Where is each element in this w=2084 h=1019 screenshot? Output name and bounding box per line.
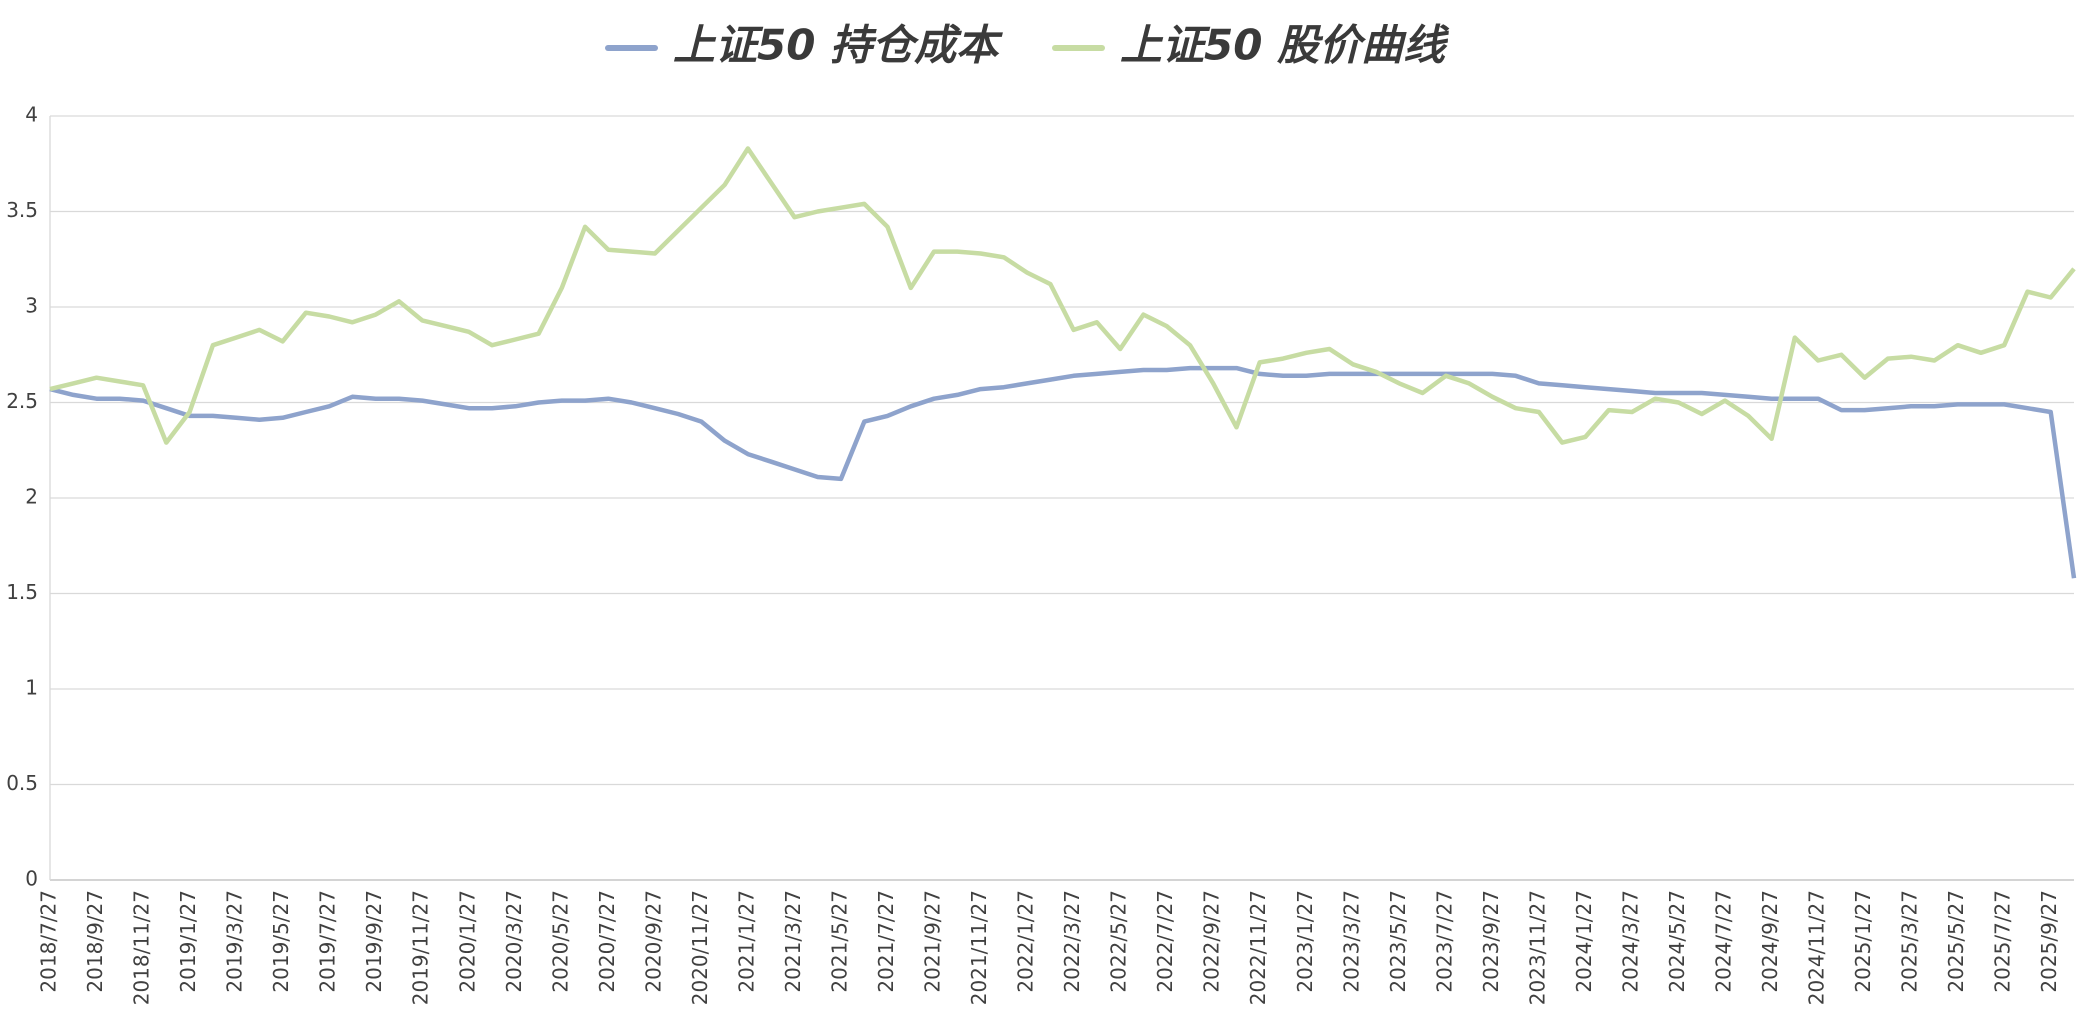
x-tick-label: 2018/11/27 (130, 890, 154, 1005)
x-tick-label: 2020/7/27 (595, 890, 619, 993)
x-tick-label: 2023/3/27 (1339, 890, 1363, 993)
x-tick-label: 2022/11/27 (1246, 890, 1270, 1005)
x-tick-label: 2023/11/27 (1525, 890, 1549, 1005)
x-tick-label: 2024/5/27 (1665, 890, 1689, 993)
x-tick-label: 2021/11/27 (967, 890, 991, 1005)
x-tick-label: 2021/5/27 (827, 890, 851, 993)
y-tick-label: 2.5 (6, 389, 38, 413)
x-tick-label: 2023/5/27 (1386, 890, 1410, 993)
y-tick-label: 0 (25, 867, 38, 891)
x-tick-label: 2019/5/27 (269, 890, 293, 993)
x-tick-label: 2020/5/27 (548, 890, 572, 993)
x-tick-label: 2020/11/27 (688, 890, 712, 1005)
x-tick-label: 2022/9/27 (1200, 890, 1224, 993)
x-tick-label: 2022/1/27 (1014, 890, 1038, 993)
x-tick-label: 2024/7/27 (1712, 890, 1736, 993)
y-tick-label: 0.5 (6, 771, 38, 795)
x-tick-label: 2025/9/27 (2037, 890, 2061, 993)
x-tick-label: 2018/9/27 (83, 890, 107, 993)
x-tick-label: 2019/1/27 (176, 890, 200, 993)
x-tick-label: 2020/1/27 (455, 890, 479, 993)
x-tick-label: 2025/1/27 (1851, 890, 1875, 993)
x-tick-label: 2025/5/27 (1944, 890, 1968, 993)
x-tick-label: 2022/7/27 (1153, 890, 1177, 993)
x-tick-label: 2018/7/27 (37, 890, 61, 993)
x-tick-label: 2022/3/27 (1060, 890, 1084, 993)
x-tick-label: 2025/7/27 (1991, 890, 2015, 993)
x-tick-label: 2019/3/27 (223, 890, 247, 993)
x-tick-label: 2023/9/27 (1479, 890, 1503, 993)
legend-label: 上证50 持仓成本 (673, 21, 1003, 70)
y-tick-label: 4 (25, 103, 38, 127)
legend-label: 上证50 股价曲线 (1120, 21, 1450, 70)
y-tick-label: 1 (25, 676, 38, 700)
series-line (49, 365, 2077, 579)
x-tick-label: 2021/9/27 (921, 890, 945, 993)
x-tick-label: 2020/3/27 (502, 890, 526, 993)
x-tick-label: 2019/11/27 (409, 890, 433, 1005)
x-tick-label: 2025/3/27 (1898, 890, 1922, 993)
x-tick-label: 2021/3/27 (781, 890, 805, 993)
series-line (49, 146, 2076, 445)
y-tick-label: 1.5 (6, 580, 38, 604)
x-tick-label: 2022/5/27 (1107, 890, 1131, 993)
x-tick-label: 2019/7/27 (316, 890, 340, 993)
x-tick-label: 2024/11/27 (1805, 890, 1829, 1005)
x-tick-label: 2021/1/27 (734, 890, 758, 993)
x-tick-label: 2023/7/27 (1432, 890, 1456, 993)
y-tick-label: 3 (25, 294, 38, 318)
x-tick-label: 2024/3/27 (1618, 890, 1642, 993)
x-tick-label: 2019/9/27 (362, 890, 386, 993)
x-tick-label: 2021/7/27 (874, 890, 898, 993)
y-tick-label: 3.5 (6, 198, 38, 222)
x-tick-label: 2020/9/27 (641, 890, 665, 993)
x-tick-label: 2023/1/27 (1293, 890, 1317, 993)
x-tick-label: 2024/1/27 (1572, 890, 1596, 993)
x-tick-label: 2024/9/27 (1758, 890, 1782, 993)
y-tick-label: 2 (25, 485, 38, 509)
